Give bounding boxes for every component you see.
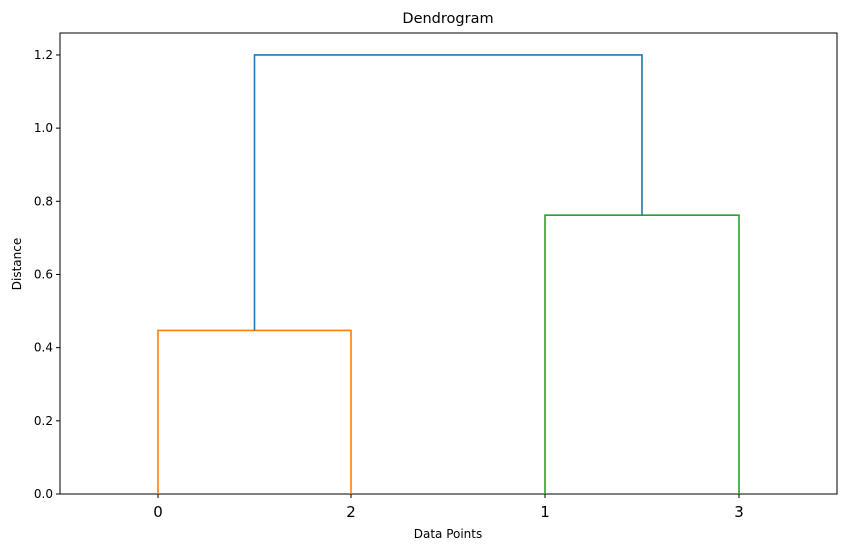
dendrogram-link-2 — [253, 54, 643, 331]
y-tick-label: 0.8 — [34, 194, 53, 208]
y-tick-label: 0.6 — [34, 267, 53, 281]
y-tick-label: 1.2 — [34, 48, 53, 62]
x-axis: 0 2 1 3 — [153, 494, 744, 521]
y-axis-label: Distance — [10, 238, 24, 290]
dendrogram-link-1 — [544, 214, 740, 494]
x-axis-label: Data Points — [414, 527, 483, 541]
x-tick-label: 3 — [734, 503, 744, 521]
x-tick-label: 2 — [346, 503, 356, 521]
y-tick-label: 0.4 — [34, 341, 53, 355]
dendrogram-link-0 — [157, 329, 352, 494]
plot-area-frame — [59, 32, 838, 495]
y-axis: 0.0 0.2 0.4 0.6 0.8 1.0 1.2 — [34, 48, 60, 501]
y-tick-label: 1.0 — [34, 121, 53, 135]
x-tick-label: 1 — [540, 503, 550, 521]
y-tick-label: 0.2 — [34, 414, 53, 428]
chart-title: Dendrogram — [402, 11, 493, 27]
y-tick-label: 0.0 — [34, 487, 53, 501]
x-tick-label: 0 — [153, 503, 163, 521]
dendrogram-links — [157, 54, 740, 494]
